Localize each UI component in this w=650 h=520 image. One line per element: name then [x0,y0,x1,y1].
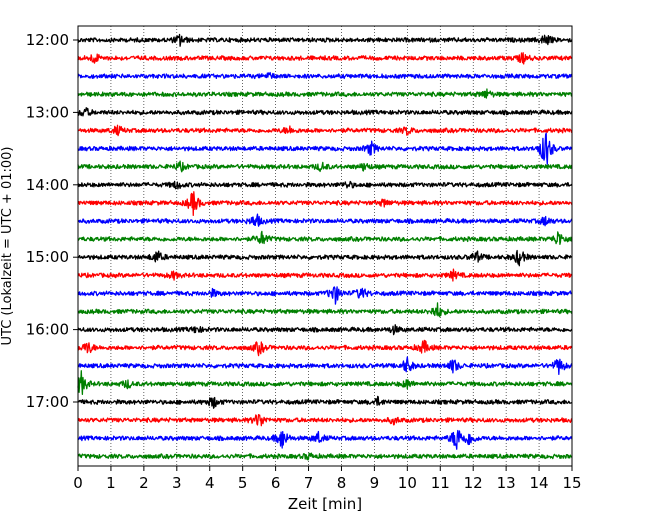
trace-line [77,132,573,165]
x-tick-label: 2 [139,474,149,492]
trace-line [77,33,573,47]
y-tick-label: 15:00 [26,248,69,266]
trace-line [77,356,573,375]
x-tick-label: 9 [370,474,380,492]
trace-line [77,286,573,305]
x-tick-label: 3 [172,474,182,492]
x-tick-label: 11 [431,474,450,492]
trace-line [77,452,573,461]
x-tick-label: 4 [205,474,215,492]
trace-line [77,413,573,427]
trace-line [77,191,573,217]
y-tick-label: 16:00 [26,321,69,339]
trace-line [77,395,573,409]
trace-line [77,268,573,282]
trace-line [77,88,573,99]
trace-line [77,302,573,318]
x-axis-ticks: 0 1 2 3 4 5 6 7 8 9 10 11 12 13 14 15 [73,466,582,492]
y-tick-label: 17:00 [26,393,69,411]
plot-frame [77,25,573,467]
x-tick-label: 10 [398,474,417,492]
trace-line [77,180,573,190]
x-tick-label: 14 [530,474,549,492]
trace-group [77,33,573,461]
trace-line [77,370,573,396]
trace-line [77,324,573,336]
y-tick-label: 12:00 [26,31,69,49]
trace-line [77,160,573,173]
x-axis-label: Zeit [min] [288,495,362,513]
y-axis-label: UTC (Lokalzeit = UTC + 01:00) [0,147,15,346]
x-tick-label: 8 [337,474,347,492]
trace-line [77,339,573,357]
y-tick-label: 14:00 [26,176,69,194]
trace-line [77,429,573,450]
x-tick-label: 1 [106,474,116,492]
y-tick-label: 13:00 [26,103,69,121]
x-tick-label: 5 [238,474,248,492]
vertical-gridlines [110,26,540,466]
y-axis-ticks: 12:00 13:00 14:00 15:00 16:00 17:00 [26,31,78,411]
x-tick-label: 15 [562,474,581,492]
trace-line [77,107,573,117]
trace-line [77,249,573,267]
trace-line [77,213,573,227]
trace-line [77,230,573,245]
trace-line [77,52,573,65]
trace-line [77,124,573,137]
x-tick-label: 12 [464,474,483,492]
x-tick-label: 7 [304,474,314,492]
x-tick-label: 6 [271,474,281,492]
x-tick-label: 0 [73,474,83,492]
trace-line [77,71,573,80]
x-tick-label: 13 [497,474,516,492]
